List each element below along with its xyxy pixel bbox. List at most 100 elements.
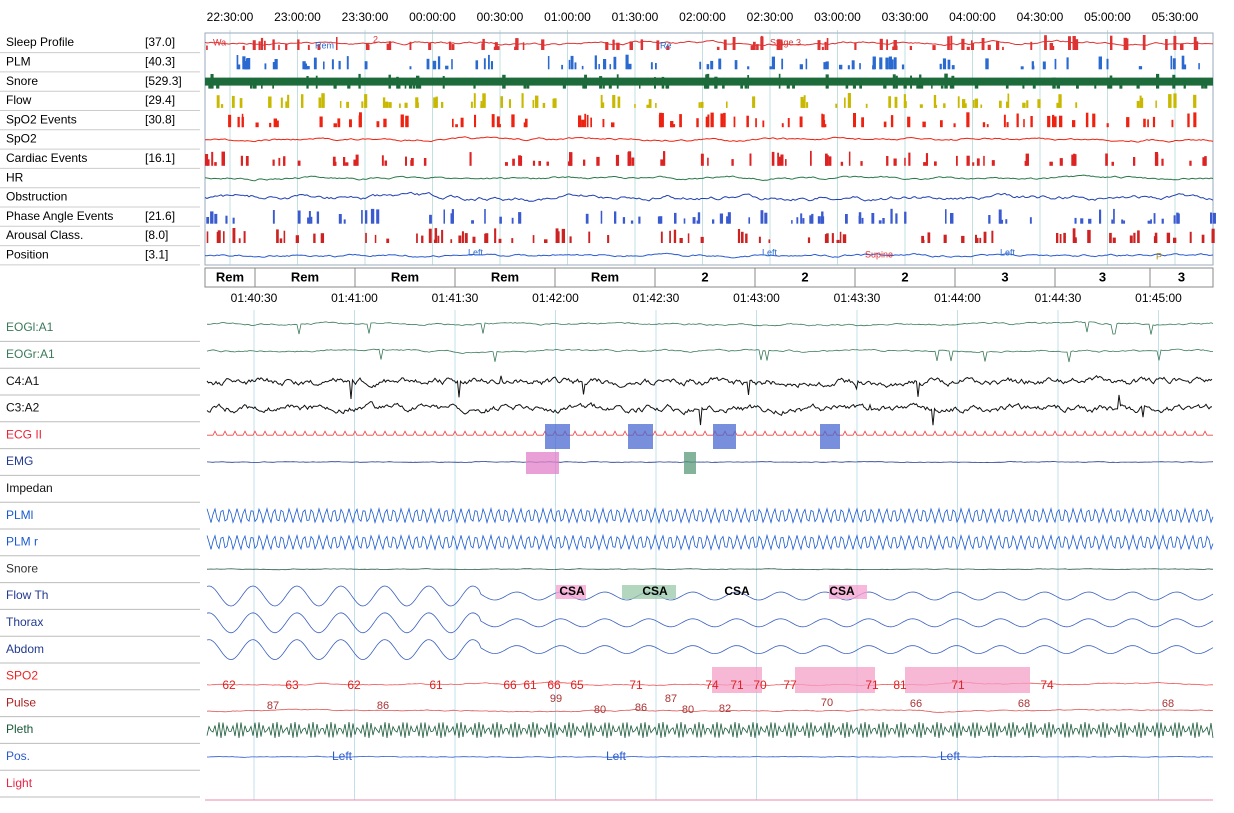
overview-event [617, 96, 621, 108]
overview-event [210, 211, 214, 224]
overview-event [771, 56, 776, 70]
overview-event [578, 115, 582, 128]
overview-event [762, 120, 765, 128]
overview-event [405, 156, 408, 166]
overview-event [518, 155, 522, 166]
event-label: CSA [642, 584, 668, 598]
overview-event [893, 158, 897, 166]
overview-event [700, 101, 704, 108]
detail-time: 01:42:00 [532, 291, 579, 305]
overview-event [749, 153, 752, 166]
overview-event [264, 40, 266, 50]
overview-event [710, 112, 714, 128]
overview-event [999, 100, 1002, 108]
overview-event [747, 75, 750, 89]
overview-event [433, 239, 437, 243]
spo2-value: 71 [865, 678, 879, 692]
overview-event [1056, 102, 1060, 108]
overview-event [278, 44, 280, 50]
channel-value: [3.1] [145, 247, 168, 261]
overview-event [740, 83, 743, 89]
overview-event [1165, 39, 1168, 50]
overview-event [603, 59, 607, 70]
overview-event [1088, 218, 1092, 224]
time-label: 05:30:00 [1152, 10, 1199, 24]
detail-trace [206, 321, 1214, 335]
overview-event [460, 117, 464, 128]
overview-event [1003, 114, 1006, 128]
overview-event [839, 64, 843, 70]
channel-label: PLM [6, 54, 31, 68]
overview-event [569, 152, 573, 166]
overview-event [871, 213, 875, 224]
overview-event [384, 160, 388, 166]
overview-event [707, 157, 709, 166]
overview-event [338, 60, 341, 70]
overview-event [220, 104, 224, 108]
overview-event [272, 159, 275, 166]
overview-event [374, 234, 377, 243]
overview-event [799, 116, 803, 128]
overview-event [1099, 209, 1102, 224]
overview-event [859, 63, 861, 70]
overview-event [845, 214, 848, 224]
overview-event [879, 57, 883, 70]
overview-event [532, 160, 536, 166]
overview-event [1172, 58, 1176, 70]
overview-event [734, 60, 738, 70]
overview-event [890, 115, 894, 128]
overview-event [532, 99, 535, 108]
overview-event [679, 114, 682, 128]
overview-event [434, 228, 438, 243]
overview-event [412, 78, 416, 89]
overview-event [1201, 234, 1205, 243]
overview-event [1112, 237, 1116, 243]
overview-event [426, 58, 430, 70]
overview-event [824, 234, 828, 243]
overview-event [480, 104, 483, 108]
overview-event [835, 103, 838, 108]
overview-event [1025, 153, 1029, 166]
overview-event [333, 123, 337, 128]
overview-event [982, 122, 986, 128]
overview-event [1173, 93, 1177, 108]
detail-trace [206, 461, 1214, 463]
overview-event [802, 218, 805, 224]
pulse-value: 68 [1162, 698, 1174, 710]
overview-event [988, 215, 991, 224]
spo2-value: 71 [629, 678, 643, 692]
overview-event [650, 62, 653, 70]
overview-event [500, 96, 503, 108]
overview-event [858, 212, 862, 224]
overview-event [1180, 43, 1184, 50]
overview-event [666, 45, 670, 50]
detail-trace [206, 533, 1214, 551]
overview-event [807, 237, 811, 243]
overview-event [792, 80, 795, 89]
event-label: CSA [559, 584, 585, 598]
overview-event [276, 229, 279, 243]
overview-event [886, 63, 889, 70]
overview-event [1038, 100, 1041, 108]
overview-event [1059, 115, 1063, 128]
overview-event [939, 63, 942, 70]
overview-event [746, 115, 749, 128]
overview-event [287, 94, 290, 108]
detail-channel-label: PLMl [6, 508, 33, 522]
overview-event [753, 41, 756, 50]
overview-event [921, 82, 924, 89]
overview-event [231, 95, 235, 108]
pulse-value: 80 [594, 704, 606, 716]
overview-event [943, 234, 947, 243]
overview-event [295, 235, 299, 243]
overview-event [886, 156, 889, 166]
overview-event [355, 154, 359, 166]
stage-label: Rem [216, 269, 244, 284]
overview-event [555, 230, 558, 243]
overview-event [764, 212, 768, 224]
overview-event [622, 217, 626, 224]
time-label: 00:00:00 [409, 10, 456, 24]
overview-event [631, 157, 635, 166]
overview-event [347, 79, 351, 89]
overview-event [546, 161, 549, 166]
